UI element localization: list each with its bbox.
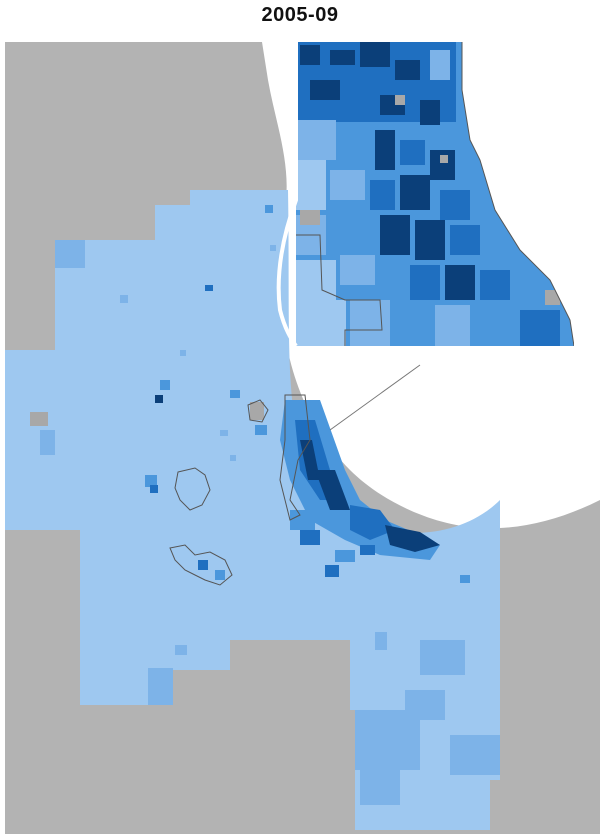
inset-callout-line: [329, 364, 421, 431]
inset-map-city-detail: [276, 42, 574, 348]
city-tracts: [280, 400, 440, 562]
tier-low-patches: [40, 240, 500, 805]
suburban-tracts: [120, 205, 470, 583]
municipal-boundary-outlines: [169, 394, 311, 586]
map-title: 2005-09: [261, 4, 339, 26]
region-base: [5, 190, 500, 830]
